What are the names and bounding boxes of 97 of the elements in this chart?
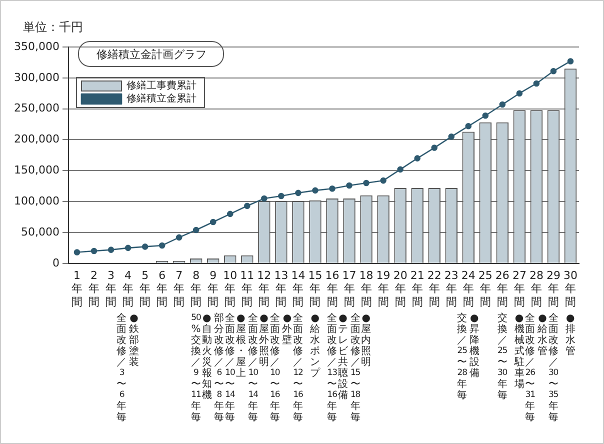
x-tick-label: 8年間 [190,268,202,308]
x-tick-label: 26年間 [495,268,510,308]
point [74,249,80,256]
legend-label: 修繕工事費累計 [126,80,196,92]
y-tick-label: 50,000 [20,225,60,238]
text: 交換／25〜28年毎 [456,313,468,402]
point [244,202,250,210]
x-tick-label: 16年間 [325,268,340,308]
point [533,80,540,87]
text: ●昇降機設備 [468,313,480,380]
y-tick-label: 100,000 [14,194,60,208]
point [176,234,182,241]
x-tick-label: 15年間 [308,268,322,308]
point [380,177,386,184]
text: ●自動火災報知機 [201,313,213,402]
point [227,210,234,218]
x-tick-label: 28年間 [529,268,544,308]
y-axis-title: 単位：千円 [23,19,83,36]
point [312,187,318,194]
x-tick-label: 1年間 [71,268,82,308]
x-tick-label: 7年間 [174,268,185,308]
point [192,226,200,234]
text: 全面改修／26〜31年毎 [525,313,536,424]
text: ●給水管 [536,313,548,358]
text: 50%交換／9〜11年毎 [190,313,201,424]
point [414,155,420,162]
y-tick-label: 200,000 [14,132,60,146]
point [346,182,352,189]
point [108,246,114,253]
text: ●外壁 [281,313,293,346]
legend-label: 修繕積立金累計 [126,92,196,105]
text: 全面改修／12〜16年毎 [293,313,304,424]
x-tick-label: 17年間 [342,268,356,308]
point [499,101,506,108]
point [482,112,489,119]
text: ●屋内照明 [360,313,372,368]
point [516,90,523,97]
point [329,185,336,192]
text: 全面改修／15〜18年毎 [350,313,360,424]
point [90,248,98,254]
text: ●屋根・屋上 [235,313,247,380]
text: 全面改修／13〜16年毎 [327,313,338,424]
point [465,122,472,130]
x-tick-label: 18年間 [359,268,374,308]
text: ●鉄部塗装 [128,313,140,368]
text: ●機械式駐車場 [513,313,525,390]
point [124,244,132,252]
x-tick-label: 29年間 [546,268,560,308]
y-tick-label: 0 [52,256,60,270]
x-tick-label: 30年間 [563,268,578,308]
x-tick-label: 20年間 [393,268,408,308]
x-tick-label: 22年間 [427,268,442,308]
point [431,144,438,151]
x-tick-label: 25年間 [478,268,492,308]
x-tick-label: 10年間 [223,268,238,308]
text: 全面改修／10〜16年毎 [270,313,280,424]
text: 全面改修／30〜35年毎 [548,313,558,424]
text: 交換／25〜30年毎 [496,313,508,402]
point [448,134,455,140]
x-tick-label: 2年間 [88,268,100,308]
y-tick-label: 350,000 [14,40,60,53]
x-tick-label: 19年間 [376,268,390,308]
x-tick-label: 5年間 [140,268,151,308]
x-tick-label: 21年間 [410,268,424,308]
x-tick-label: 9年間 [208,268,219,308]
x-tick-label: 4年間 [122,268,134,308]
point [397,166,404,173]
x-tick-label: 14年間 [291,268,306,308]
chart-title: 修繕積立金計画グラフ [96,47,206,62]
point [261,195,268,202]
text: ●屋外照明 [258,313,270,368]
y-tick-label: 250,000 [14,102,60,115]
text: ●排水管 [564,313,576,358]
point [295,190,302,196]
x-tick-label: 24年間 [461,268,476,308]
x-tick-label: 13年間 [274,268,288,308]
x-tick-label: 3年間 [106,268,117,308]
y-tick-label: 150,000 [14,164,60,177]
x-tick-label: 6年間 [156,268,168,308]
text: 部分改修／6〜8年毎 [214,313,224,424]
point [363,180,370,186]
point [210,218,216,226]
text: 全面改修／3〜6年毎 [116,313,127,424]
x-tick-label: 11年間 [240,268,254,308]
text: 全面改修／10〜14年毎 [224,313,235,424]
x-tick-label: 12年間 [257,268,272,308]
x-tick-label: 23年間 [444,268,458,308]
point [142,244,148,250]
y-tick-label: 300,000 [14,70,60,84]
point [278,192,284,200]
text: ●給水ポンプ [309,313,322,380]
point [567,58,574,64]
text: 全面改修／10〜14年毎 [248,313,258,424]
text: ●テレビ共聴設備 [337,313,349,402]
x-tick-label: 27年間 [512,268,526,308]
point [158,242,166,249]
point [550,68,557,74]
